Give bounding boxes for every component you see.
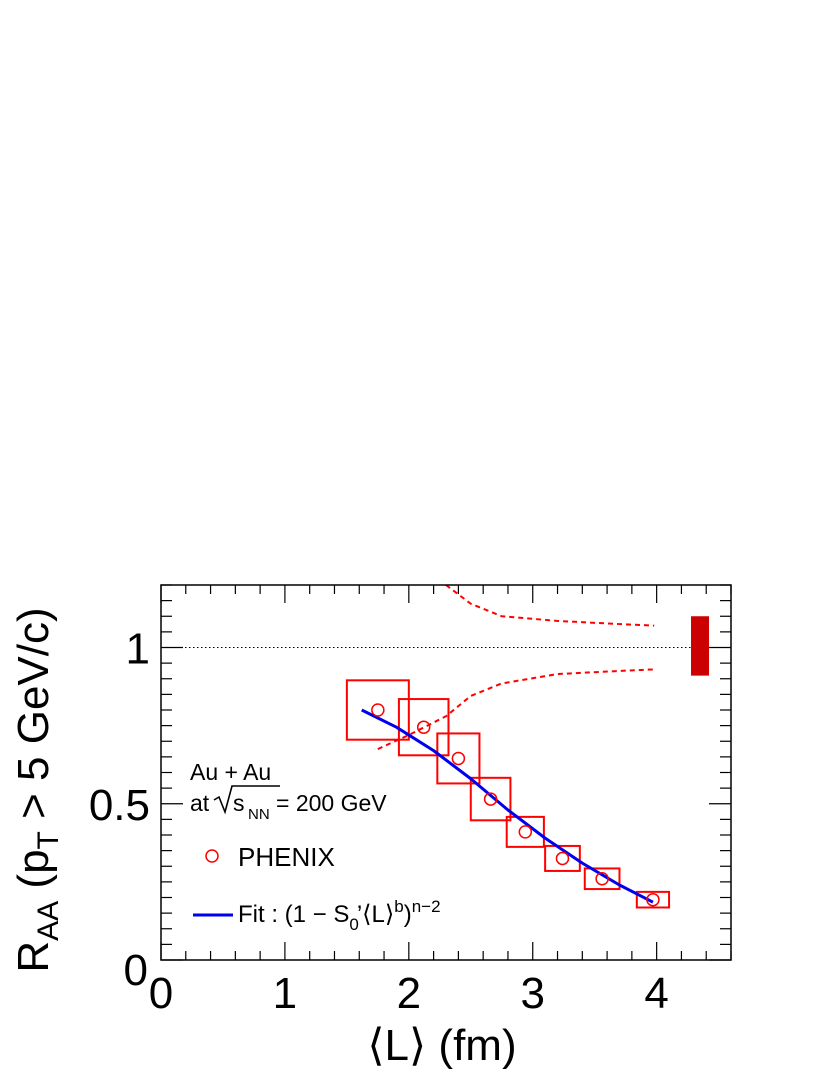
energy-annotation: Au + Au at s NN = 200 GeV <box>190 759 387 823</box>
data-point <box>595 872 609 886</box>
system-label: Au + Au <box>190 759 271 785</box>
y-title-rest: > 5 GeV/c) <box>9 607 58 831</box>
legend-fit-sup1: b <box>394 897 403 916</box>
data-point <box>371 703 385 717</box>
legend-fit-sub: 0 <box>349 915 358 934</box>
energy-prefix: at <box>190 790 210 816</box>
syst-box <box>505 815 545 848</box>
legend-fit-c: ) <box>404 901 412 928</box>
fit-band-lower <box>377 668 655 750</box>
y-title-pt-sub: T <box>32 831 65 849</box>
x-tick-label: 2 <box>397 969 421 1018</box>
data-point <box>555 851 570 866</box>
legend-fit-b: ’⟨L⟩ <box>357 901 394 928</box>
energy-value: = 200 GeV <box>276 790 387 816</box>
sqrt-sign <box>213 785 280 815</box>
y-tick-label: 0.5 <box>89 781 150 830</box>
data-point <box>518 825 533 839</box>
x-tick-label: 3 <box>520 969 544 1018</box>
x-tick-label: 0 <box>149 969 173 1018</box>
data-point <box>483 792 498 806</box>
syst-box <box>469 776 512 822</box>
energy-nn: NN <box>248 806 270 823</box>
legend-fit-label: Fit : (1 − S0’⟨L⟩b)n−2 <box>238 897 441 934</box>
data-point <box>416 720 431 734</box>
legend-phenix-marker <box>205 849 219 863</box>
global-uncertainty-box <box>691 616 710 676</box>
x-tick-label: 4 <box>644 969 668 1018</box>
syst-box <box>544 844 581 872</box>
legend-fit-a: Fit : (1 − S <box>238 901 349 928</box>
syst-box <box>436 732 481 785</box>
legend-fit-sup2: n−2 <box>412 897 441 916</box>
data-point <box>451 751 466 766</box>
syst-box <box>583 867 621 891</box>
x-axis-title: ⟨L⟩ (fm) <box>367 1021 516 1070</box>
y-title-main-sub: AA <box>32 901 65 941</box>
svg-text:RAA (pT > 5 GeV/c): RAA (pT > 5 GeV/c) <box>9 607 65 972</box>
corner-zero-label: 0 <box>124 946 148 995</box>
syst-box <box>635 890 671 909</box>
axis-ticks: 0 1 2 3 4 0.5 1 <box>89 584 732 1018</box>
data-point <box>646 892 660 907</box>
x-tick-label: 1 <box>273 969 297 1018</box>
fit-band-upper <box>445 584 655 627</box>
y-axis-title: RAA (pT > 5 GeV/c) <box>9 607 65 972</box>
legend: PHENIX Fit : (1 − S0’⟨L⟩b)n−2 <box>193 842 441 934</box>
y-title-open: (p <box>9 849 58 900</box>
legend-phenix-label: PHENIX <box>238 842 335 872</box>
fit-line <box>361 708 654 904</box>
energy-s: s <box>233 790 245 816</box>
y-tick-label: 1 <box>126 625 150 674</box>
plot-data <box>345 584 710 909</box>
y-title-main: R <box>9 941 58 973</box>
syst-box <box>345 679 410 741</box>
